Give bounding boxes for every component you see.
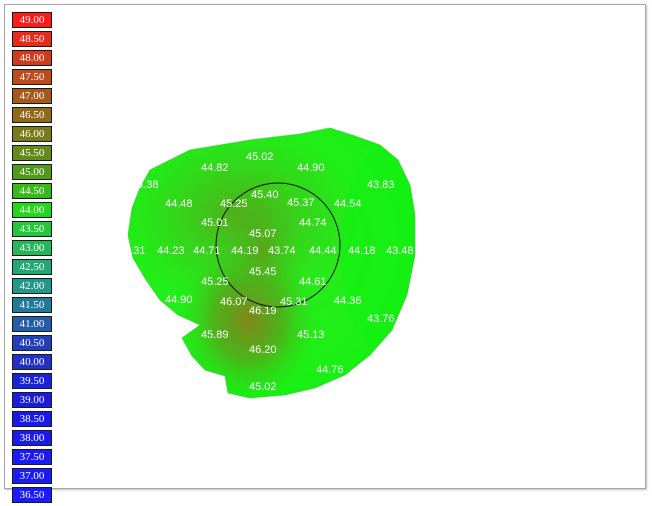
legend-item: 47.00	[12, 88, 52, 104]
map-value: 43.83	[367, 179, 395, 191]
legend-item: 45.00	[12, 164, 52, 180]
map-value: 46.20	[249, 344, 277, 356]
legend-item: 41.00	[12, 316, 52, 332]
legend-item: 37.50	[12, 449, 52, 465]
map-value: 43.76	[367, 313, 395, 325]
map-value: 45.01	[201, 217, 229, 229]
legend-item: 43.00	[12, 240, 52, 256]
legend-item: 39.50	[12, 373, 52, 389]
map-value: 45.07	[249, 228, 277, 240]
map-outline	[127, 127, 416, 399]
legend-item: 44.00	[12, 202, 52, 218]
legend-item: 42.00	[12, 278, 52, 294]
map-value: 44.44	[309, 245, 337, 257]
map-value: 44.54	[334, 198, 362, 210]
legend-item: 44.50	[12, 183, 52, 199]
topography-map: 45.02 44.82 44.90 43.38 43.83 45.40 44.4…	[118, 127, 416, 399]
map-value: 43.48	[386, 245, 414, 257]
legend-item: 48.50	[12, 31, 52, 47]
map-value: 46.19	[249, 305, 277, 317]
pupil-circle	[215, 182, 341, 308]
legend-item: 42.50	[12, 259, 52, 275]
topography-surface	[128, 128, 415, 398]
map-value: 44.90	[297, 162, 325, 174]
legend-item: 38.00	[12, 430, 52, 446]
map-value: 44.36	[334, 295, 362, 307]
legend-item: 45.50	[12, 145, 52, 161]
map-value: 45.40	[251, 189, 279, 201]
legend-item: 38.50	[12, 411, 52, 427]
value-labels: 45.02 44.82 44.90 43.38 43.83 45.40 44.4…	[118, 151, 414, 393]
map-value: 45.25	[220, 198, 248, 210]
map-value: 44.18	[348, 245, 376, 257]
map-value: 44.19	[231, 245, 259, 257]
legend-item: 49.00	[12, 12, 52, 28]
map-value: 44.23	[157, 245, 185, 257]
legend-item: 37.00	[12, 468, 52, 484]
map-value: 43.74	[268, 245, 296, 257]
map-value: 44.61	[299, 276, 327, 288]
map-value: 44.82	[201, 162, 229, 174]
map-value: 44.71	[193, 245, 221, 257]
legend-item: 40.50	[12, 335, 52, 351]
map-value: 45.13	[297, 329, 325, 341]
map-value: 45.31	[280, 296, 308, 308]
map-value: 43.31	[118, 245, 146, 257]
legend-item: 46.00	[12, 126, 52, 142]
map-value: 44.48	[165, 198, 193, 210]
legend-item: 47.50	[12, 69, 52, 85]
legend-item: 48.00	[12, 50, 52, 66]
legend-item: 40.00	[12, 354, 52, 370]
map-value: 44.74	[299, 217, 327, 229]
legend-item: 43.50	[12, 221, 52, 237]
map-value: 43.38	[131, 179, 159, 191]
map-value: 46.07	[220, 296, 248, 308]
map-value: 45.02	[249, 381, 277, 393]
legend-item: 46.50	[12, 107, 52, 123]
legend-item: 39.00	[12, 392, 52, 408]
map-value: 45.45	[249, 266, 277, 278]
map-value: 45.25	[201, 276, 229, 288]
map-value: 45.02	[246, 151, 274, 163]
map-value: 44.90	[165, 294, 193, 306]
map-value: 45.37	[287, 197, 315, 209]
legend-item: 41.50	[12, 297, 52, 313]
map-value: 44.76	[316, 364, 344, 376]
map-value: 45.89	[201, 329, 229, 341]
